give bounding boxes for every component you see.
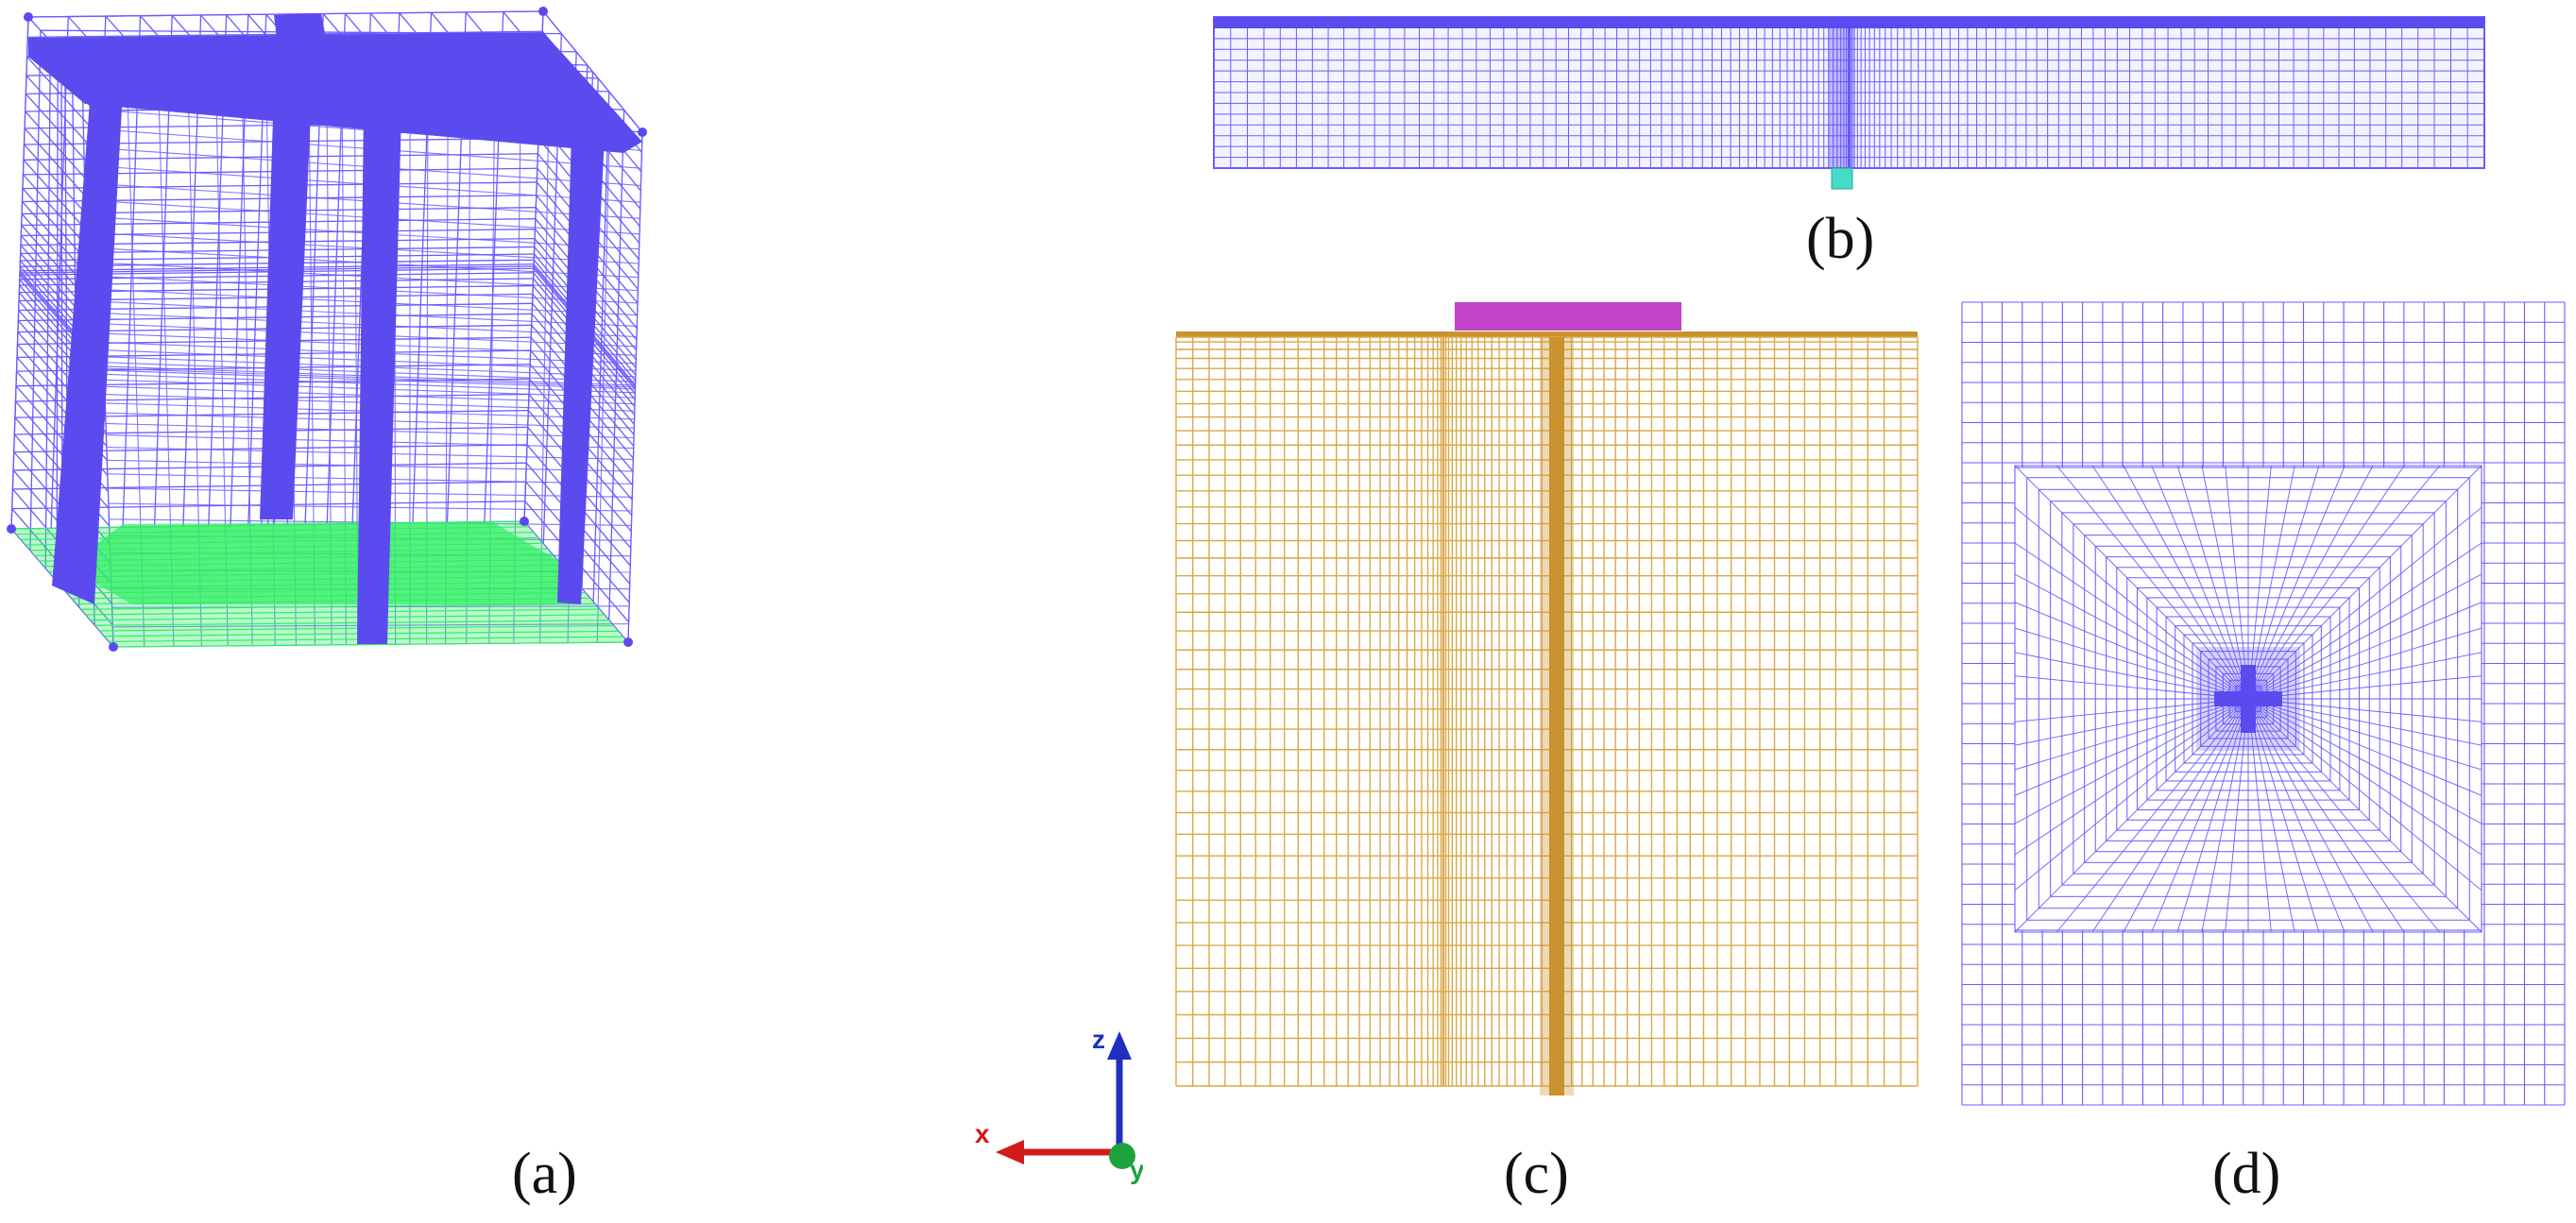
mesh-3d-view [0, 0, 1134, 1133]
y-axis-dot [1109, 1143, 1135, 1169]
surface-pad [1455, 302, 1681, 331]
top-diagonal-band [302, 47, 378, 111]
corner-node [638, 127, 647, 137]
z-axis-label: z [1092, 1025, 1105, 1054]
right-vertical-band [557, 132, 605, 604]
z-axis-arrow [1107, 1031, 1132, 1060]
front-pile-band [357, 109, 401, 644]
caption-c: (c) [1504, 1142, 1569, 1206]
mesh-strip-canvas [1213, 16, 2485, 190]
strip-top-band [1214, 17, 2484, 28]
caption-d: (d) [2212, 1142, 2281, 1206]
corner-node [24, 12, 33, 22]
y-axis-label: y [1130, 1155, 1143, 1184]
axis-triad: z x y [954, 1020, 1143, 1209]
plan-canvas [1961, 301, 2566, 1106]
x-axis-arrow [996, 1140, 1024, 1164]
corner-node [623, 637, 633, 647]
x-axis-label: x [975, 1119, 990, 1148]
corner-node [538, 7, 548, 16]
cross-horizontal [2214, 691, 2282, 706]
top-band-left-right [28, 32, 642, 153]
section-canvas [1175, 302, 1919, 1096]
pile [1549, 337, 1564, 1096]
center-halo [2196, 647, 2300, 751]
caption-a: (a) [512, 1142, 577, 1206]
ground-layer [10, 520, 629, 648]
mesh-vertical-section [1167, 297, 1922, 1119]
radial-spokes [2014, 465, 2482, 933]
caption-b: (b) [1806, 207, 1875, 271]
strip-center-band [1828, 17, 1854, 168]
surface-line [1176, 331, 1918, 337]
left-vertical-band [52, 90, 123, 604]
refinement-bands [28, 13, 642, 644]
corner-node [109, 642, 118, 652]
corner-node [520, 517, 529, 526]
soil-mesh [1175, 336, 1919, 1087]
center-cross [2214, 665, 2282, 733]
mesh-plan-view [1951, 297, 2574, 1110]
corner-node [90, 85, 99, 94]
back-pile-band [260, 90, 312, 519]
mesh-side-strip [1204, 9, 2489, 198]
mesh-3d-canvas [7, 7, 647, 652]
strip-foot-marker [1831, 167, 1853, 190]
corner-node [7, 524, 16, 534]
